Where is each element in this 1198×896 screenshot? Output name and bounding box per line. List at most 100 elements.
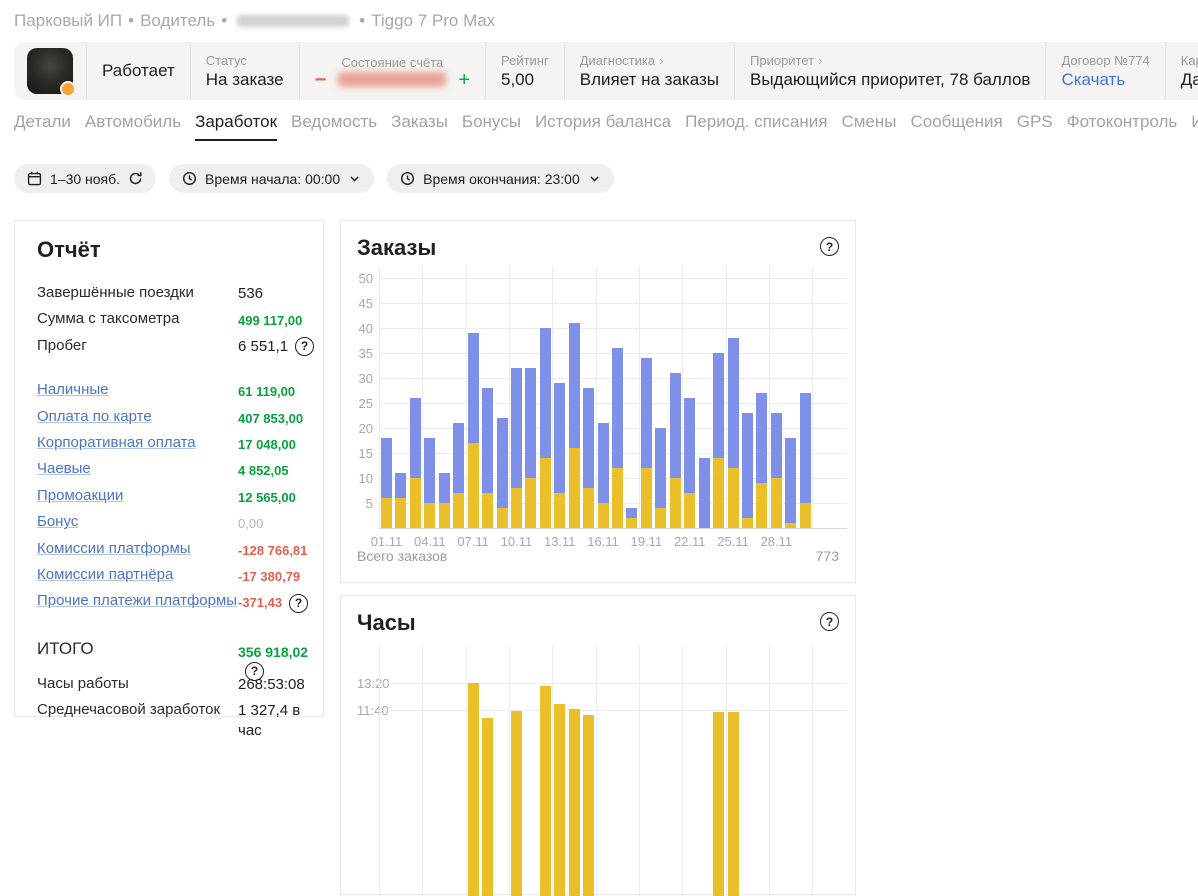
refresh-icon[interactable]: [128, 171, 143, 186]
help-icon[interactable]: ?: [245, 661, 264, 681]
bar-segment-yellow: [525, 478, 537, 528]
tab-bonuses[interactable]: Бонусы: [461, 112, 521, 131]
time-end-select[interactable]: Время окончания: 23:00: [387, 164, 614, 193]
tab-messages[interactable]: Сообщения: [910, 112, 1003, 131]
report-row-other-platform-payments: Прочие платежи платформы -371,43?: [37, 592, 311, 618]
status-label: Статус: [205, 52, 247, 68]
help-icon[interactable]: ?: [289, 594, 309, 614]
y-tick-label: 5: [365, 496, 373, 511]
report-row-work-hours: Часы работы 268:53:08: [37, 675, 311, 701]
y-tick-label: 50: [358, 271, 373, 286]
help-icon[interactable]: ?: [820, 237, 839, 256]
hours-bar-14.11: [568, 709, 580, 896]
tips-label[interactable]: Чаевые: [37, 460, 91, 478]
balance-decrease-button[interactable]: −: [314, 68, 327, 91]
bar-segment-yellow: [770, 478, 782, 528]
bar-segment-blue: [785, 438, 797, 523]
x-axis-line: [379, 528, 847, 529]
work-status-cell: Работает: [86, 42, 190, 100]
bar-segment-blue: [554, 383, 566, 493]
gridline: [379, 683, 847, 684]
avatar[interactable]: [27, 48, 76, 97]
corporate-payment-value: 17 048,00: [238, 436, 296, 452]
total-label: ИТОГО: [37, 638, 94, 658]
tab-balance-history[interactable]: История баланса: [534, 112, 672, 131]
bar-segment-blue: [467, 333, 479, 443]
report-panel: Отчёт Завершённые поездки 536 Сумма с такс…: [14, 220, 324, 739]
status-cell: Статус На заказе: [189, 42, 299, 100]
online-status-dot: [60, 81, 76, 97]
help-icon[interactable]: ?: [820, 612, 839, 631]
hours-bar-10.11: [510, 710, 522, 896]
x-tick-label: 13.11: [543, 534, 576, 549]
orders-total-label: Всего заказов: [357, 548, 448, 564]
bar-segment-blue: [438, 473, 450, 503]
partner-commissions-value: -17 380,79: [238, 568, 301, 584]
breadcrumb-park[interactable]: Парковый ИП: [14, 11, 123, 30]
balance-increase-button[interactable]: +: [458, 68, 470, 91]
date-range-picker[interactable]: 1–30 нояб.: [14, 164, 157, 193]
x-tick-label: 01.11: [370, 534, 403, 549]
tab-periodic-withdrawals[interactable]: Период. списания: [685, 112, 828, 131]
tab-gps[interactable]: GPS: [1016, 112, 1053, 131]
hours-bar-08.11: [482, 718, 494, 896]
partner-commissions-label[interactable]: Комиссии партнёра: [37, 565, 174, 583]
breadcrumb-driver-label: Водитель: [140, 11, 216, 30]
time-start-select[interactable]: Время начала: 00:00: [169, 164, 375, 193]
contract-download-link[interactable]: Скачать: [1061, 69, 1126, 89]
tab-statement[interactable]: Ведомость: [291, 112, 378, 131]
orders-bar-01.11: [381, 438, 392, 528]
bar-segment-yellow: [669, 478, 681, 528]
bar-segment-yellow: [785, 523, 797, 528]
bar-segment-yellow: [727, 468, 739, 528]
bar-segment-yellow: [597, 503, 609, 528]
report-row-mileage: Пробег 6 551,1?: [37, 337, 315, 363]
card-payment-label[interactable]: Оплата по карте: [37, 407, 152, 425]
bar-segment-blue: [568, 323, 580, 448]
orders-bar-20.11: [655, 428, 667, 528]
orders-bar-15.11: [583, 388, 595, 528]
platform-commissions-label[interactable]: Комиссии платформы: [37, 539, 191, 557]
balance-cell: Состояние счёта − +: [298, 42, 485, 100]
bar-segment-blue: [698, 458, 710, 528]
gridline: [379, 303, 847, 304]
card-payment-value: 407 853,00: [238, 410, 304, 426]
orders-bar-17.11: [612, 348, 624, 528]
bar-segment-yellow: [583, 488, 595, 528]
bar-segment-yellow: [438, 503, 450, 528]
tab-shifts[interactable]: Смены: [841, 112, 897, 131]
orders-bar-26.11: [742, 413, 753, 528]
tab-car[interactable]: Автомобиль: [84, 112, 182, 131]
bar-segment-yellow: [756, 483, 768, 528]
priority-cell[interactable]: Приоритет › Выдающийся приоритет, 78 балл…: [734, 42, 1045, 100]
chevron-down-icon: [590, 176, 599, 182]
gridline: [379, 710, 847, 711]
redacted-driver-name: [237, 15, 350, 27]
rating-cell: Рейтинг 5,00: [485, 42, 564, 100]
taximeter-sum-value: 499 117,00: [238, 313, 303, 329]
chevron-right-icon: ›: [659, 52, 664, 68]
tab-change-history[interactable]: История изменений: [1191, 112, 1198, 131]
y-tick-label: 10: [358, 471, 373, 486]
x-tick-label: 22.11: [673, 534, 706, 549]
work-hours-value: 268:53:08: [238, 675, 305, 693]
report-row-cash: Наличные 61 119,00: [37, 381, 311, 407]
bonus-label[interactable]: Бонус: [37, 513, 79, 531]
completed-trips-value: 536: [238, 285, 264, 302]
corporate-payment-label[interactable]: Корпоративная оплата: [37, 433, 196, 451]
promotions-label[interactable]: Промоакции: [37, 486, 124, 504]
tab-details[interactable]: Детали: [14, 112, 71, 131]
help-icon[interactable]: ?: [295, 337, 315, 357]
other-platform-payments-label[interactable]: Прочие платежи платформы: [37, 592, 238, 610]
tab-photo-control[interactable]: Фотоконтроль: [1066, 112, 1178, 131]
tab-earnings[interactable]: Заработок: [195, 112, 278, 141]
platform-commissions-value: -128 766,81: [238, 542, 308, 558]
gridline: [768, 266, 770, 528]
diagnostics-label: Диагностика: [579, 52, 656, 68]
promotions-value: 12 565,00: [238, 489, 296, 505]
cash-label[interactable]: Наличные: [37, 381, 109, 399]
orders-chart-panel: Заказы ? 5 10 15 20 25 30 35 40 45 50 01.11 04.11 0…: [340, 220, 856, 583]
tab-orders[interactable]: Заказы: [391, 112, 448, 131]
diagnostics-cell[interactable]: Диагностика › Влияет на заказы: [563, 42, 734, 100]
orders-bar-04.11: [424, 438, 436, 528]
